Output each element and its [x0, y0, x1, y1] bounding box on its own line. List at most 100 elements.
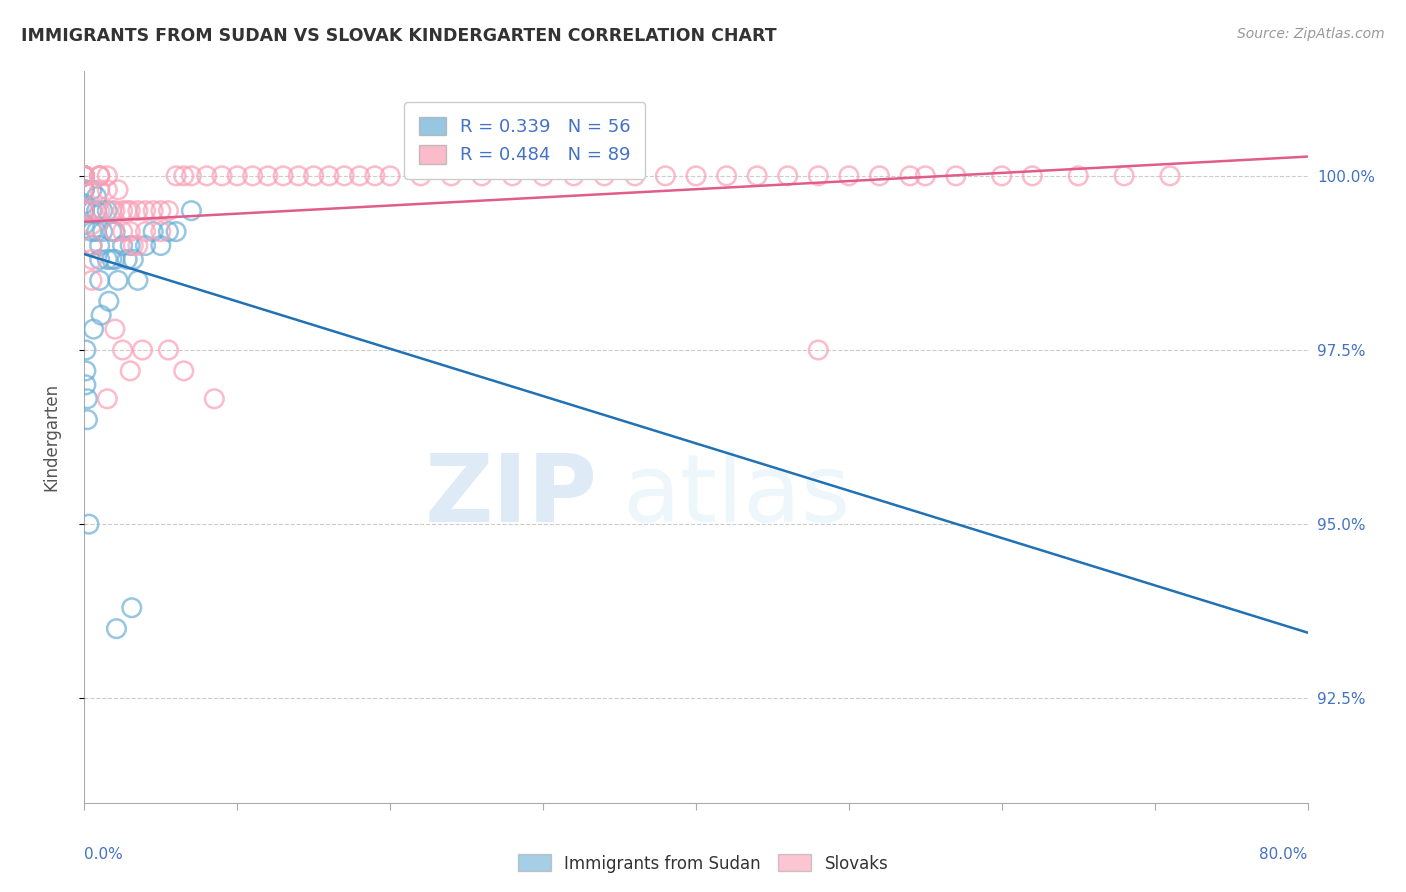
Point [502, 169, 524, 183]
Point [89, 203, 111, 218]
Point [73, 169, 96, 183]
Point [562, 169, 585, 183]
Point [173, 364, 195, 378]
Point [104, 203, 127, 218]
Point [142, 225, 165, 239]
Point [135, 203, 157, 218]
Text: 80.0%: 80.0% [1260, 847, 1308, 862]
Point [131, 343, 153, 357]
Point [90, 308, 112, 322]
Point [89, 273, 111, 287]
Point [914, 169, 936, 183]
Point [807, 169, 830, 183]
Point [624, 169, 647, 183]
Point [80, 203, 103, 218]
Point [96, 203, 118, 218]
Text: Source: ZipAtlas.com: Source: ZipAtlas.com [1237, 27, 1385, 41]
Point [76, 412, 98, 426]
Point [107, 273, 129, 287]
Point [96, 169, 118, 183]
Point [73, 196, 96, 211]
Point [75, 377, 97, 392]
Point [165, 169, 187, 183]
Point [73, 169, 96, 183]
Point [869, 169, 891, 183]
Point [96, 392, 118, 406]
Point [89, 238, 111, 252]
Point [1067, 169, 1090, 183]
Point [86, 203, 108, 218]
Point [89, 169, 111, 183]
Point [96, 252, 118, 267]
Point [271, 169, 294, 183]
Point [838, 169, 860, 183]
Point [73, 169, 96, 183]
Point [127, 273, 149, 287]
Point [165, 225, 187, 239]
Point [898, 169, 921, 183]
Text: IMMIGRANTS FROM SUDAN VS SLOVAK KINDERGARTEN CORRELATION CHART: IMMIGRANTS FROM SUDAN VS SLOVAK KINDERGA… [21, 27, 776, 45]
Point [120, 364, 142, 378]
Point [80, 218, 103, 232]
Point [747, 169, 769, 183]
Point [73, 169, 96, 183]
Point [73, 169, 96, 183]
Point [86, 225, 108, 239]
Point [364, 169, 387, 183]
Point [318, 169, 340, 183]
Point [80, 203, 103, 218]
Point [180, 169, 202, 183]
Point [101, 225, 124, 239]
Point [202, 392, 225, 406]
Point [73, 169, 96, 183]
Point [157, 225, 180, 239]
Point [127, 203, 149, 218]
Point [257, 169, 280, 183]
Point [409, 169, 432, 183]
Point [593, 169, 616, 183]
Point [111, 238, 134, 252]
Point [211, 169, 233, 183]
Point [149, 225, 172, 239]
Point [302, 169, 325, 183]
Point [807, 343, 830, 357]
Point [80, 183, 103, 197]
Point [104, 322, 127, 336]
Point [195, 169, 218, 183]
Point [80, 273, 103, 287]
Point [80, 252, 103, 267]
Point [75, 343, 97, 357]
Point [991, 169, 1014, 183]
Point [180, 203, 202, 218]
Point [120, 203, 142, 218]
Point [173, 169, 195, 183]
Point [122, 238, 145, 252]
Point [685, 169, 707, 183]
Point [242, 169, 264, 183]
Legend: R = 0.339   N = 56, R = 0.484   N = 89: R = 0.339 N = 56, R = 0.484 N = 89 [404, 103, 645, 179]
Point [104, 252, 127, 267]
Point [1114, 169, 1136, 183]
Point [111, 343, 134, 357]
Point [135, 225, 157, 239]
Point [120, 238, 142, 252]
Point [111, 203, 134, 218]
Point [716, 169, 738, 183]
Point [73, 218, 96, 232]
Point [101, 252, 124, 267]
Point [73, 183, 96, 197]
Text: atlas: atlas [623, 450, 851, 541]
Point [121, 600, 143, 615]
Point [287, 169, 309, 183]
Point [73, 169, 96, 183]
Point [115, 252, 138, 267]
Point [1021, 169, 1043, 183]
Point [89, 169, 111, 183]
Point [115, 203, 138, 218]
Point [80, 225, 103, 239]
Point [89, 183, 111, 197]
Point [471, 169, 494, 183]
Point [226, 169, 249, 183]
Point [73, 169, 96, 183]
Point [945, 169, 967, 183]
